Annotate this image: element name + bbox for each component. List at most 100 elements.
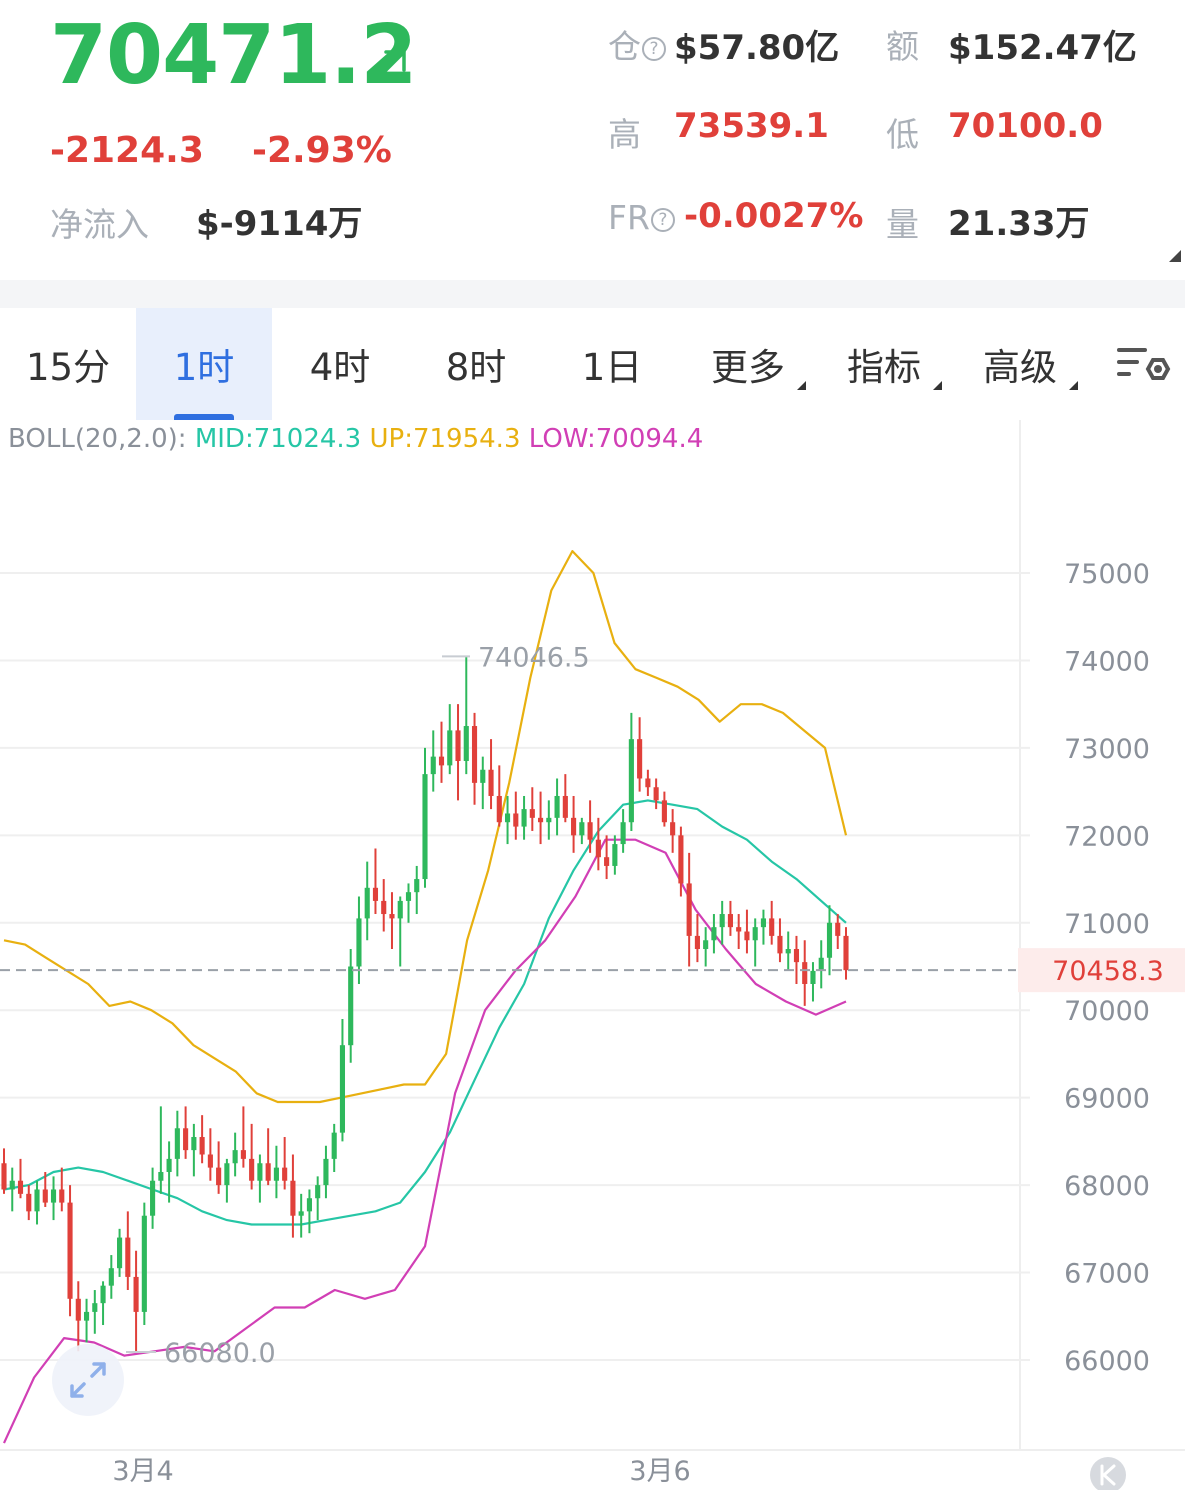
candle-body [67,1202,73,1299]
help-icon[interactable]: ? [650,207,675,232]
price-chart[interactable]: 75000 74000 73000 72000 71000 70000 69000 68000… [0,420,1185,1490]
dropdown-caret-icon [933,381,942,390]
candle-body [315,1185,321,1199]
y-tick-label: 68000 [1064,1171,1150,1202]
open-interest-label-text: 仓 [608,27,641,66]
tab-8h[interactable]: 8时 [408,308,544,420]
dropdown-caret-icon [1069,381,1078,390]
candle-body [612,844,618,866]
candle-body [480,769,486,783]
low-value: 70100.0 [948,106,1103,146]
candle-body [240,1150,246,1159]
k-icon [1100,1464,1116,1486]
candle-body [257,1163,263,1181]
tab-4h[interactable]: 4时 [272,308,408,420]
y-tick-label: 67000 [1064,1259,1150,1290]
tab-label: 高级 [983,346,1057,389]
tab-label: 1时 [173,346,235,389]
max-price-marker: 74046.5 [478,642,590,673]
candle-body [637,739,643,779]
help-icon[interactable]: ? [642,36,666,61]
boll-legend[interactable]: BOLL(20,2.0): MID:71024.3 UP:71954.3 LOW… [8,424,703,454]
candle-body [117,1237,123,1269]
candle-body [554,795,560,818]
boll-up: UP:71954.3 [369,424,521,454]
candle-body [661,800,667,823]
fullscreen-button[interactable] [52,1344,124,1416]
candle-body [298,1211,304,1216]
funding-rate-value: -0.0027% [684,196,864,236]
high-value: 73539.1 [674,106,829,146]
candles [1,656,849,1354]
candle-body [216,1167,222,1186]
tab-15m[interactable]: 15分 [0,308,136,420]
tab-1h[interactable]: 1时 [136,308,272,420]
funding-rate-label-text: FR [608,198,650,237]
candle-body [571,817,577,836]
candle-body [777,935,783,954]
candle-body [389,914,395,919]
y-tick-label: 72000 [1064,821,1150,852]
candle-body [83,1311,90,1321]
dropdown-caret-icon [797,381,806,390]
candle-body [802,962,808,984]
grid [0,420,1185,1451]
candle-body [645,778,651,788]
open-interest-label[interactable]: 仓? [608,20,667,68]
current-price-tag [1018,948,1185,993]
netflow-label: 净流入 [50,205,149,244]
volume-label: 量 [886,205,919,244]
candle-body [199,1137,205,1155]
candle-body [579,822,585,836]
candle-body [719,914,725,928]
candle-body [447,730,453,766]
candle-body [381,900,387,915]
chart-settings-icon[interactable] [1115,342,1171,392]
candle-body [397,900,403,919]
tab-label: 15分 [25,346,111,389]
candle-body [414,879,420,893]
candle-body [504,813,511,823]
funding-rate-label[interactable]: FR? [608,198,676,237]
boll-name: BOLL(20,2.0): [8,424,187,454]
tab-indicators[interactable]: 指标 [816,308,952,420]
candle-body [348,966,354,1046]
candle-body [678,835,684,884]
candle-body [34,1189,40,1212]
candle-body [224,1163,230,1186]
candle-body [793,949,800,963]
candle-body [711,927,717,941]
tab-more[interactable]: 更多 [680,308,816,420]
candle-body [818,957,824,971]
y-tick-label: 71000 [1064,909,1150,940]
candle-body [108,1268,114,1286]
candle-body [290,1180,296,1216]
candle-body [694,935,700,950]
tab-advanced[interactable]: 高级 [952,308,1088,420]
candle-body [438,756,445,766]
candle-body [513,813,519,827]
candle-body [17,1180,24,1194]
tab-label: 指标 [847,346,921,389]
price-change-percent: -2.93% [252,130,392,171]
candle-body [150,1180,156,1216]
candle-body [752,927,758,941]
ticker-header: 70471.2 -2124.3 -2.93% 净流入 $-9114万 仓? $5… [0,0,1185,280]
candle-body [595,839,601,858]
candle-body [653,787,659,801]
candle-body [686,883,692,936]
candle-body [125,1237,131,1277]
chart-overlay: 70458.3 74046.5 66080.0 [0,642,1185,1490]
candle-body [50,1189,57,1203]
candle-body [587,822,593,840]
tab-1d[interactable]: 1日 [544,308,680,420]
candle-body [273,1167,279,1181]
candle-body [59,1189,65,1203]
y-tick-label: 66000 [1064,1346,1150,1377]
candle-body [141,1215,147,1312]
candle-body [760,918,767,928]
expand-corner-icon[interactable] [1169,250,1181,262]
kline-badge[interactable] [1090,1457,1126,1490]
kline-badge-bg [1090,1457,1126,1490]
candle-body [604,857,610,866]
